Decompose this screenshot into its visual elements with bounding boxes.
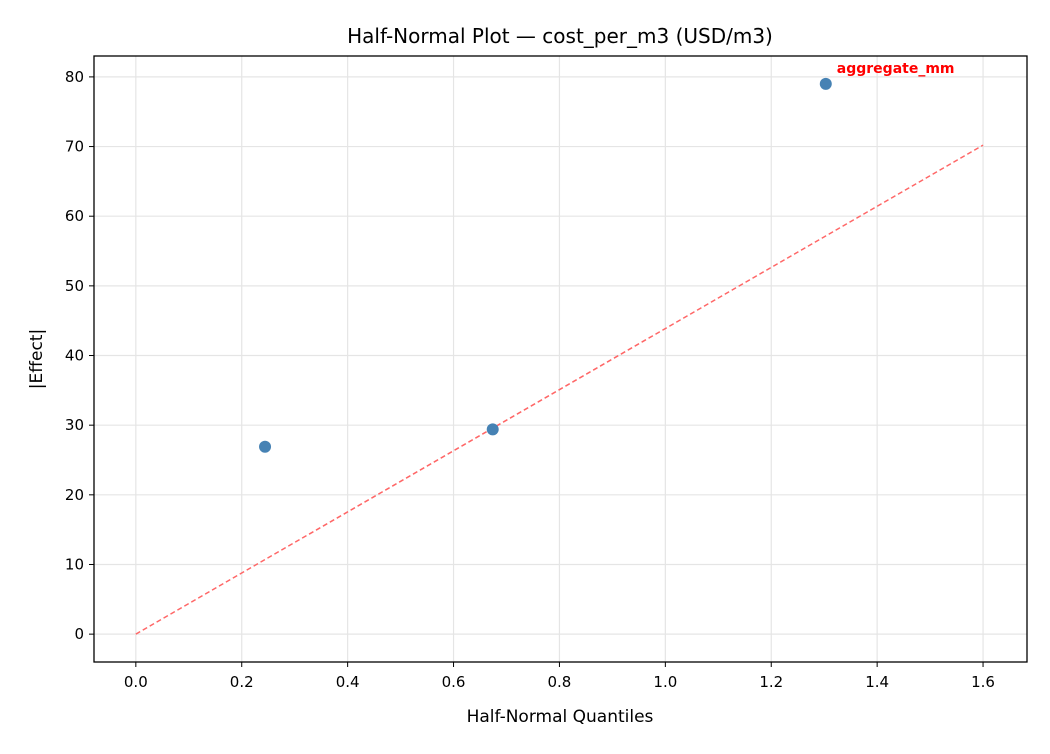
data-point <box>259 440 272 453</box>
x-tick-label: 0.0 <box>124 673 148 691</box>
y-tick-label: 10 <box>65 555 84 573</box>
y-tick-label: 20 <box>65 486 84 504</box>
y-tick-label: 70 <box>65 138 84 156</box>
x-tick-label: 0.6 <box>442 673 466 691</box>
annotations-group: aggregate_mm <box>837 61 955 77</box>
y-tick-label: 60 <box>65 207 84 225</box>
x-tick-label: 1.4 <box>865 673 889 691</box>
x-tick-label: 1.0 <box>653 673 677 691</box>
data-point <box>486 423 499 436</box>
x-tick-label: 1.2 <box>759 673 783 691</box>
plot-frame <box>93 55 1028 663</box>
y-tick-label: 80 <box>65 68 84 86</box>
data-point <box>819 77 832 90</box>
y-ticks: 0 10 20 30 40 50 60 70 80 <box>65 68 94 643</box>
x-axis-label: Half-Normal Quantiles <box>467 707 654 727</box>
x-tick-label: 0.8 <box>548 673 572 691</box>
y-tick-label: 0 <box>74 625 84 643</box>
reference-line <box>135 144 984 635</box>
chart-title: Half-Normal Plot — cost_per_m3 (USD/m3) <box>347 24 773 48</box>
y-axis-label: |Effect| <box>27 329 47 389</box>
points-group <box>259 77 832 453</box>
reference-line-group <box>135 144 984 635</box>
x-tick-label: 0.2 <box>230 673 254 691</box>
x-tick-label: 0.4 <box>336 673 360 691</box>
y-tick-label: 30 <box>65 416 84 434</box>
x-ticks: 0.0 0.2 0.4 0.6 0.8 1.0 1.2 1.4 1.6 <box>124 662 995 691</box>
grid <box>94 56 1027 662</box>
point-annotation: aggregate_mm <box>837 61 955 77</box>
y-tick-label: 50 <box>65 277 84 295</box>
y-tick-label: 40 <box>65 347 84 365</box>
x-tick-label: 1.6 <box>971 673 995 691</box>
